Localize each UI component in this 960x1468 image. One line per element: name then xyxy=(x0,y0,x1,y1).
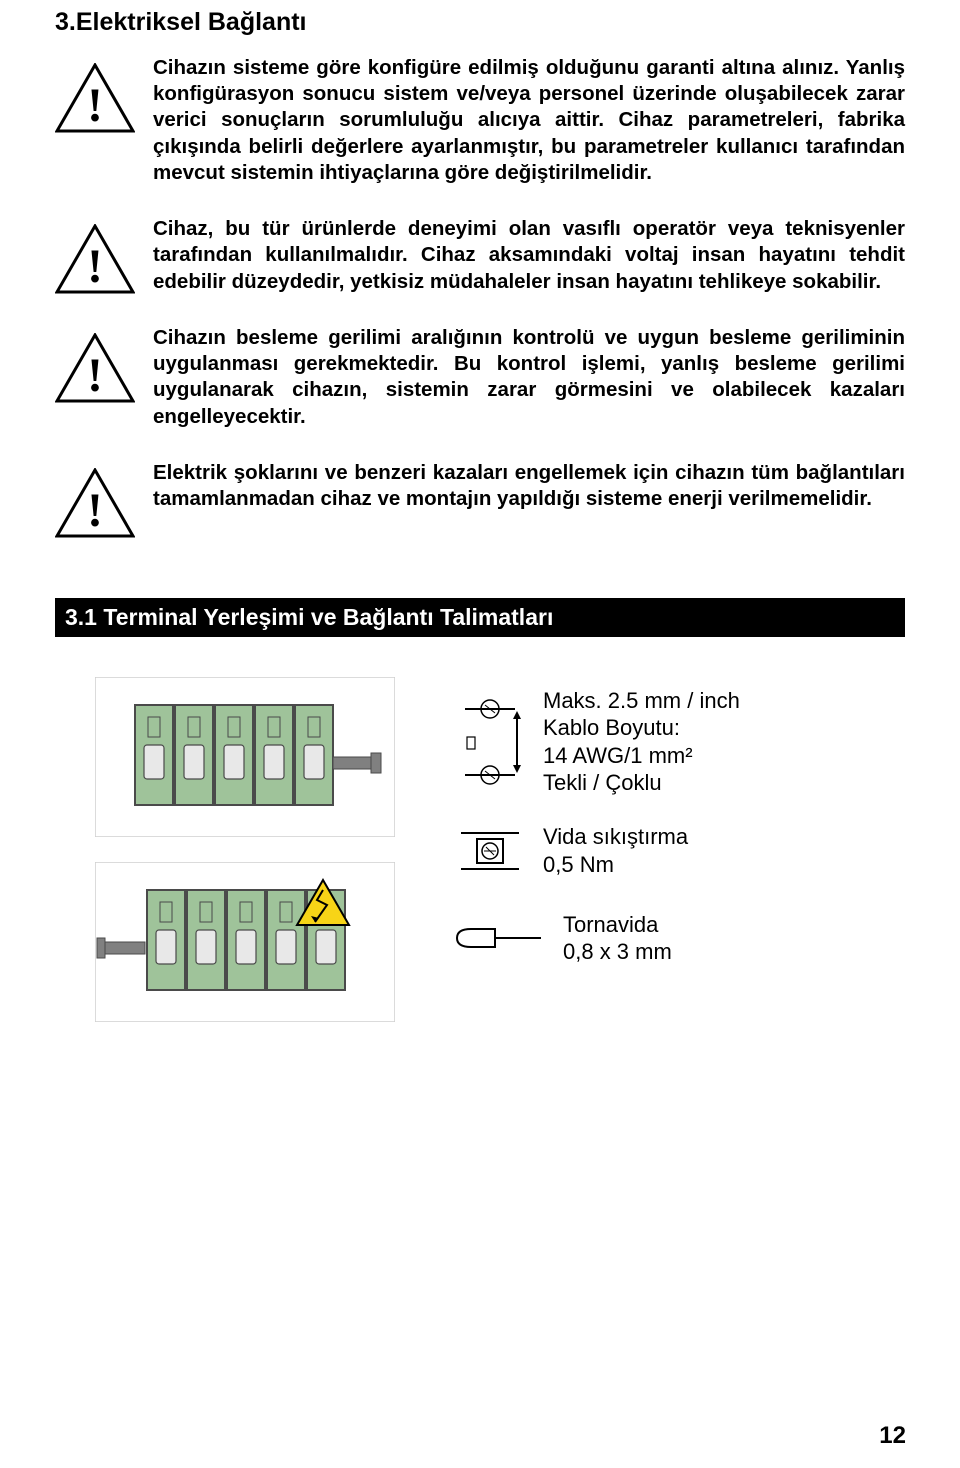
warning-row: ! Cihazın sisteme göre konfigüre edilmiş… xyxy=(55,55,905,186)
spec-torque: Vida sıkıştırma 0,5 Nm xyxy=(455,821,905,881)
warning-row: ! Elektrik şoklarını ve benzeri kazaları… xyxy=(55,460,905,538)
warning-icon: ! xyxy=(55,468,135,538)
spec-wire-line4: Tekli / Çoklu xyxy=(543,769,740,797)
warning-icon: ! xyxy=(55,63,135,133)
svg-text:!: ! xyxy=(87,484,103,537)
svg-text:!: ! xyxy=(87,240,103,293)
spec-wire: Maks. 2.5 mm / inch Kablo Boyutu: 14 AWG… xyxy=(455,687,905,797)
warning-row: ! Cihaz, bu tür ürünlerde deneyimi olan … xyxy=(55,216,905,295)
warning-icon: ! xyxy=(55,333,135,403)
spec-wire-line3: 14 AWG/1 mm² xyxy=(543,742,740,770)
warning-icon: ! xyxy=(55,224,135,294)
spec-torque-line2: 0,5 Nm xyxy=(543,851,688,879)
warning-text: Cihaz, bu tür ürünlerde deneyimi olan va… xyxy=(153,216,905,295)
warning-row: ! Cihazın besleme gerilimi aralığının ko… xyxy=(55,325,905,430)
terminal-block-hazard-icon xyxy=(95,862,395,1022)
spec-torque-line1: Vida sıkıştırma xyxy=(543,823,688,851)
svg-text:!: ! xyxy=(87,349,103,402)
terminal-diagram-area: Maks. 2.5 mm / inch Kablo Boyutu: 14 AWG… xyxy=(55,677,905,1027)
warning-text: Elektrik şoklarını ve benzeri kazaları e… xyxy=(153,460,905,512)
spec-driver-line1: Tornavida xyxy=(563,911,672,939)
wire-gap-icon xyxy=(455,697,525,787)
spec-driver-line2: 0,8 x 3 mm xyxy=(563,938,672,966)
warning-text: Cihazın besleme gerilimi aralığının kont… xyxy=(153,325,905,430)
page-number: 12 xyxy=(879,1422,906,1450)
torque-icon xyxy=(455,821,525,881)
subsection-title: 3.1 Terminal Yerleşimi ve Bağlantı Talim… xyxy=(55,598,905,637)
warning-text: Cihazın sisteme göre konfigüre edilmiş o… xyxy=(153,55,905,186)
terminal-block-top-icon xyxy=(95,677,395,837)
spec-wire-line2: Kablo Boyutu: xyxy=(543,714,740,742)
screwdriver-icon xyxy=(455,923,545,953)
spec-driver: Tornavida 0,8 x 3 mm xyxy=(455,911,905,966)
svg-text:!: ! xyxy=(87,79,103,132)
section-title: 3.Elektriksel Bağlantı xyxy=(55,8,905,37)
spec-wire-line1: Maks. 2.5 mm / inch xyxy=(543,687,740,715)
